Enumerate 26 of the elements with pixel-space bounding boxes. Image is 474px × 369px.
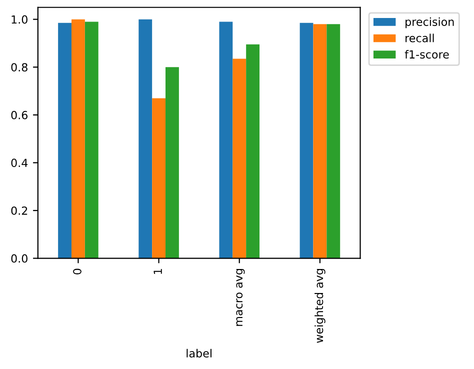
y-tick-label: 0.4 — [11, 158, 28, 168]
x-axis-title: label — [186, 348, 212, 358]
bar — [219, 22, 233, 258]
legend-label: precision — [406, 17, 454, 28]
bar — [84, 22, 98, 258]
legend-label: recall — [406, 34, 434, 42]
x-tick-label: 0 — [73, 268, 82, 274]
y-tick-label: 0.6 — [11, 110, 28, 120]
y-tick-label: 0.2 — [11, 206, 28, 215]
bar — [246, 44, 260, 258]
bar — [58, 22, 72, 258]
y-tick-label: 0.0 — [11, 254, 28, 263]
x-tick-label: macro avg — [236, 269, 245, 326]
x-tick-label: weighted avg — [314, 269, 326, 343]
bar — [152, 98, 166, 258]
y-tick-label: 1.0 — [12, 15, 28, 24]
legend-label: f1-score — [404, 50, 449, 59]
y-tick-label: 0.8 — [11, 63, 28, 72]
bar — [232, 58, 246, 258]
bar — [313, 24, 327, 258]
bar — [166, 67, 179, 258]
x-tick-label: 1 — [154, 269, 162, 274]
bar — [71, 19, 85, 258]
bar — [138, 19, 152, 258]
bar — [326, 24, 340, 258]
bar — [300, 22, 314, 258]
